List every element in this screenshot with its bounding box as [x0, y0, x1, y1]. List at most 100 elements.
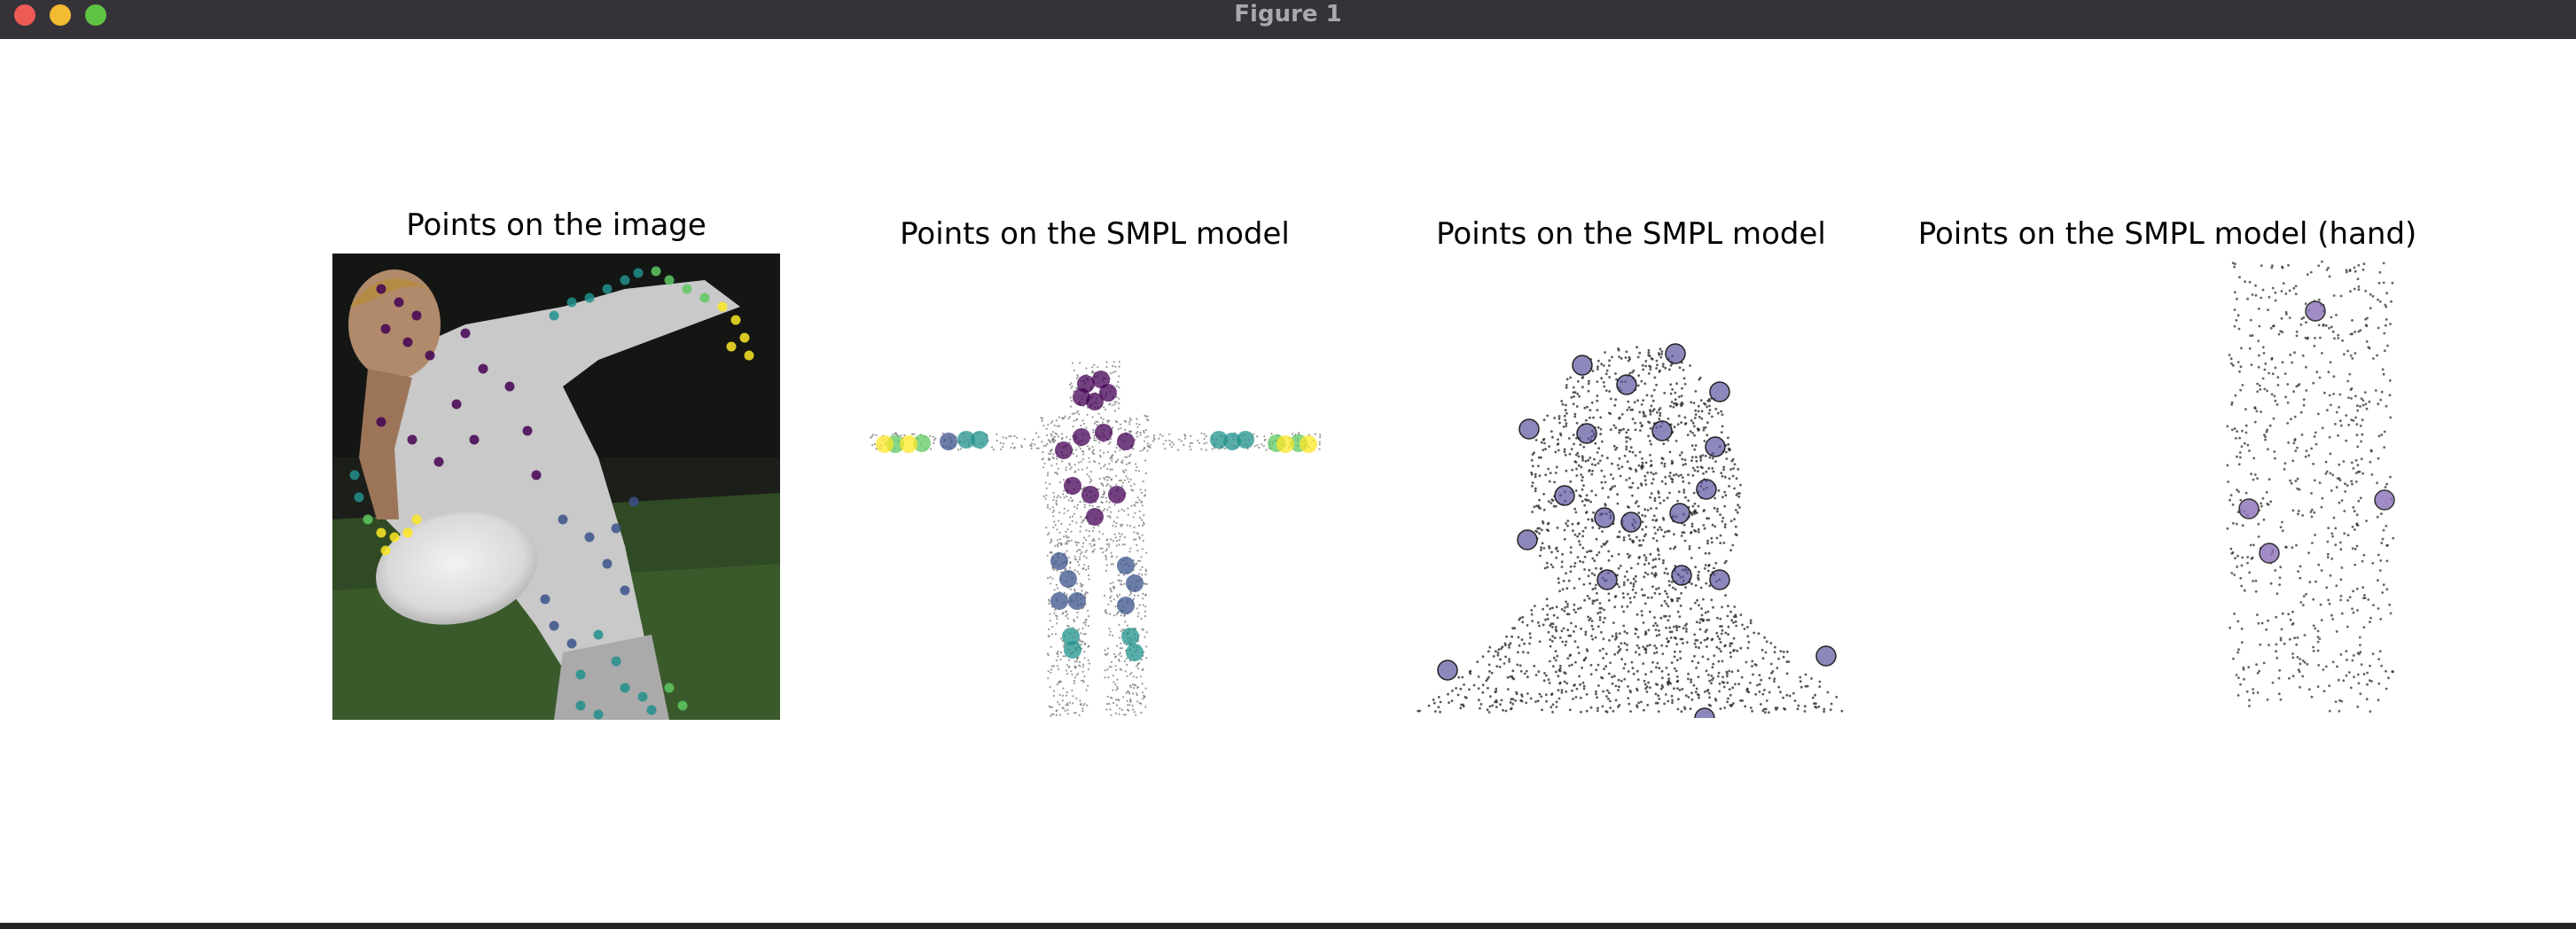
- mesh-vertex: [1504, 655, 1507, 659]
- mesh-vertex: [1093, 439, 1096, 441]
- mesh-vertex: [2345, 414, 2348, 417]
- mesh-vertex: [1566, 519, 1570, 522]
- mesh-vertex: [2364, 289, 2368, 293]
- mesh-vertex: [2291, 509, 2295, 512]
- mesh-vertex: [1115, 447, 1118, 449]
- mesh-vertex: [1644, 558, 1648, 562]
- mesh-vertex: [1760, 648, 1764, 652]
- mesh-vertex: [1049, 440, 1051, 442]
- mesh-vertex: [1623, 454, 1627, 457]
- mesh-vertex: [1556, 527, 1559, 529]
- mesh-vertex: [1637, 646, 1641, 650]
- mesh-vertex: [1667, 640, 1670, 644]
- body-keypoint: [1062, 628, 1080, 645]
- mesh-vertex: [1499, 658, 1502, 661]
- mesh-vertex: [2350, 461, 2354, 464]
- mesh-vertex: [1674, 440, 1678, 442]
- mesh-vertex: [1548, 445, 1551, 448]
- mesh-vertex: [1048, 705, 1050, 707]
- mesh-vertex: [1631, 494, 1634, 497]
- body-keypoint: [876, 435, 894, 453]
- mesh-vertex: [2257, 522, 2260, 526]
- mesh-vertex: [1110, 666, 1112, 668]
- mesh-vertex: [1617, 566, 1620, 570]
- close-window-button[interactable]: [14, 4, 35, 26]
- mesh-vertex: [1061, 694, 1065, 697]
- mesh-vertex: [1591, 526, 1595, 529]
- mesh-vertex: [1579, 696, 1582, 699]
- mesh-vertex: [1596, 663, 1600, 667]
- mesh-vertex: [1693, 633, 1697, 636]
- mesh-vertex: [1264, 438, 1267, 441]
- mesh-vertex: [2233, 574, 2236, 576]
- mesh-vertex: [1576, 522, 1580, 526]
- mesh-vertex: [1058, 703, 1061, 706]
- mesh-vertex: [1722, 685, 1726, 689]
- mesh-vertex: [1653, 496, 1657, 500]
- mesh-vertex: [1184, 434, 1187, 438]
- mesh-vertex: [1069, 496, 1073, 499]
- mesh-vertex: [930, 448, 933, 450]
- mesh-vertex: [1136, 694, 1138, 697]
- mesh-vertex: [1648, 421, 1651, 425]
- mesh-vertex: [2326, 552, 2330, 556]
- mesh-vertex: [1635, 346, 1638, 349]
- mesh-vertex: [1115, 395, 1118, 399]
- mesh-vertex: [2349, 388, 2353, 391]
- mesh-vertex: [2377, 457, 2380, 460]
- image-keypoint: [699, 293, 710, 303]
- mesh-vertex: [1630, 486, 1633, 489]
- mesh-vertex: [1118, 713, 1120, 715]
- mesh-vertex: [1640, 543, 1643, 547]
- mesh-vertex: [1495, 665, 1499, 667]
- mesh-vertex: [1569, 550, 1573, 554]
- mesh-vertex: [1549, 472, 1552, 474]
- mesh-vertex: [1066, 550, 1068, 552]
- mesh-vertex: [1111, 457, 1113, 460]
- mesh-vertex: [2236, 554, 2239, 558]
- mesh-vertex: [2318, 481, 2322, 485]
- mesh-vertex: [1647, 348, 1651, 352]
- mesh-vertex: [1586, 405, 1589, 409]
- mesh-vertex: [1073, 682, 1075, 684]
- mesh-vertex: [1077, 375, 1080, 378]
- mesh-vertex: [1092, 527, 1095, 529]
- mesh-vertex: [1675, 643, 1679, 646]
- image-keypoint: [646, 705, 657, 715]
- minimize-window-button[interactable]: [50, 4, 71, 26]
- mesh-vertex: [1477, 687, 1480, 690]
- mesh-vertex: [2337, 434, 2339, 437]
- mesh-vertex: [1056, 472, 1058, 474]
- mesh-vertex: [1049, 576, 1051, 579]
- mesh-vertex: [1706, 405, 1709, 409]
- mesh-vertex: [1567, 613, 1571, 616]
- maximize-window-button[interactable]: [85, 4, 106, 26]
- mesh-vertex: [1124, 456, 1127, 458]
- mesh-vertex: [1570, 396, 1573, 399]
- mesh-vertex: [1142, 628, 1144, 631]
- mesh-vertex: [1697, 530, 1700, 534]
- mesh-vertex: [1608, 376, 1611, 379]
- mesh-vertex: [1114, 365, 1117, 368]
- mesh-vertex: [1684, 496, 1687, 499]
- mesh-vertex: [2305, 389, 2308, 392]
- mesh-vertex: [1128, 594, 1131, 597]
- mesh-vertex: [1660, 462, 1663, 464]
- mesh-vertex: [1563, 450, 1566, 454]
- mesh-vertex: [2241, 524, 2244, 527]
- body-keypoint: [1117, 557, 1135, 574]
- mesh-vertex: [1644, 647, 1647, 650]
- mesh-vertex: [2339, 548, 2343, 551]
- mesh-vertex: [1070, 530, 1073, 533]
- mesh-vertex: [1571, 522, 1574, 526]
- mesh-vertex: [1579, 543, 1581, 546]
- mesh-vertex: [1697, 470, 1699, 472]
- mesh-vertex: [1073, 619, 1075, 621]
- mesh-vertex: [2251, 334, 2254, 337]
- mesh-vertex: [1099, 456, 1102, 458]
- mesh-vertex: [1666, 529, 1669, 533]
- mesh-vertex: [1659, 369, 1661, 372]
- mesh-vertex: [1075, 658, 1078, 660]
- mesh-vertex: [1626, 570, 1628, 574]
- mesh-vertex: [1706, 542, 1709, 545]
